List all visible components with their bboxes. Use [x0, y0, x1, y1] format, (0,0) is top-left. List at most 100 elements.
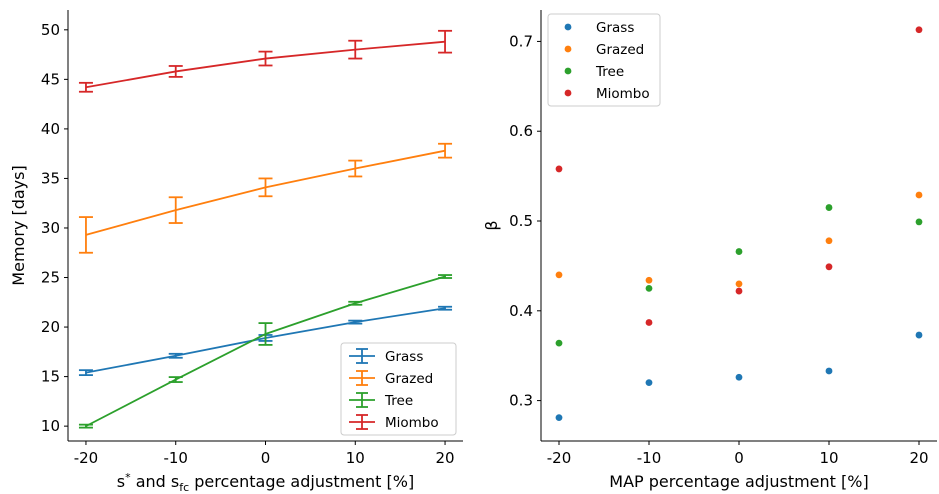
- legend-label: Grass: [385, 349, 423, 365]
- data-point: [735, 280, 743, 288]
- data-point: [645, 284, 653, 292]
- series-tree: [555, 204, 923, 347]
- legend-swatch: [564, 45, 572, 53]
- data-point: [555, 165, 563, 173]
- error-bar: [168, 65, 183, 78]
- x-tick-label: 10: [819, 449, 838, 467]
- series-miombo: [555, 26, 923, 326]
- legend-swatch: [564, 23, 572, 31]
- y-tick-label: 0.6: [509, 122, 533, 140]
- data-point: [915, 26, 923, 34]
- legend-item-miombo: Miombo: [564, 86, 650, 102]
- legend-item-grazed: Grazed: [349, 370, 433, 387]
- x-axis-label: MAP percentage adjustment [%]: [609, 472, 868, 491]
- error-bar: [258, 50, 273, 67]
- error-bar: [438, 305, 453, 311]
- legend-swatch: [564, 89, 572, 97]
- data-point: [915, 218, 923, 226]
- legend-item-grass: Grass: [564, 20, 634, 36]
- series-grass: [555, 331, 923, 422]
- y-tick-label: 25: [41, 269, 60, 287]
- data-point: [555, 339, 563, 347]
- legend-label: Tree: [595, 64, 624, 80]
- error-bar: [438, 29, 453, 54]
- x-tick-label: -10: [637, 449, 662, 467]
- y-tick-label: 0.3: [509, 392, 533, 410]
- error-bar: [168, 376, 183, 383]
- data-point: [645, 319, 653, 326]
- legend-item-miombo: Miombo: [349, 414, 439, 431]
- legend-item-tree: Tree: [349, 392, 413, 409]
- x-tick-label: 0: [734, 449, 744, 467]
- error-bar: [168, 352, 183, 359]
- data-point: [915, 191, 923, 199]
- data-point: [825, 237, 833, 245]
- legend-label: Miombo: [596, 86, 650, 102]
- legend-label: Grazed: [596, 42, 644, 58]
- error-bar: [78, 216, 93, 254]
- series-tree: [78, 274, 453, 429]
- data-point: [825, 263, 833, 271]
- legend: Grass Grazed Tree Miombo: [547, 13, 661, 107]
- beta-chart-panel: 0.3 0.4 0.5 0.6 0.7 -20 -10 0 10 20 β MAP percentag…: [482, 10, 937, 491]
- y-tick-label: 45: [41, 70, 60, 88]
- x-tick-label: -20: [547, 449, 572, 467]
- error-bar: [438, 142, 453, 159]
- legend-label: Miombo: [385, 415, 439, 431]
- x-tick-label: 20: [435, 449, 454, 467]
- memory-chart-panel: 10 15 20 25 30 35 40 45 50 -20 -10 0 10 20 Memory [day…: [9, 10, 463, 494]
- legend-item-grass: Grass: [349, 348, 423, 365]
- data-point: [735, 287, 743, 295]
- series-grazed: [555, 191, 923, 288]
- y-tick-label: 30: [41, 219, 60, 237]
- error-bar: [438, 274, 453, 279]
- data-point: [645, 276, 653, 284]
- x-tick-label: -20: [74, 449, 99, 467]
- error-bar: [78, 369, 93, 377]
- y-axis-label: Memory [days]: [9, 165, 28, 285]
- data-point: [825, 367, 833, 375]
- data-point: [555, 271, 563, 279]
- error-bar: [78, 423, 93, 429]
- x-tick-label: 0: [261, 449, 271, 467]
- data-point: [555, 414, 563, 422]
- data-point: [735, 373, 743, 381]
- error-bar: [348, 300, 363, 306]
- y-tick-label: 0.7: [509, 32, 533, 50]
- error-bar: [258, 177, 273, 198]
- y-tick-label: 10: [41, 417, 60, 435]
- series-miombo: [78, 29, 453, 93]
- legend: Grass Grazed Tree Miombo: [340, 342, 457, 436]
- error-bar: [258, 322, 273, 346]
- y-tick-label: 20: [41, 318, 60, 336]
- x-tick-label: 10: [346, 449, 365, 467]
- x-tick-label: 20: [909, 449, 928, 467]
- x-axis-label: s* and sfc percentage adjustment [%]: [117, 471, 414, 494]
- y-tick-label: 0.4: [509, 302, 533, 320]
- series-grazed: [78, 142, 453, 254]
- legend-label: Tree: [384, 393, 413, 409]
- data-point: [825, 204, 833, 211]
- y-tick-label: 40: [41, 120, 60, 138]
- legend-swatch: [564, 67, 572, 75]
- legend-label: Grazed: [385, 371, 433, 387]
- error-bar: [348, 39, 363, 60]
- x-tick-label: -10: [163, 449, 188, 467]
- y-tick-label: 35: [41, 169, 60, 187]
- y-tick-label: 50: [41, 21, 60, 39]
- legend-item-grazed: Grazed: [564, 42, 644, 58]
- error-bar: [348, 319, 363, 325]
- y-axis-label: β: [482, 220, 501, 230]
- data-point: [735, 248, 743, 255]
- legend-frame: [340, 342, 457, 436]
- error-bar: [348, 159, 363, 178]
- data-point: [915, 331, 923, 339]
- y-tick-label: 15: [41, 368, 60, 386]
- legend-label: Grass: [596, 20, 634, 36]
- y-tick-label: 0.5: [509, 212, 533, 230]
- legend-item-tree: Tree: [564, 64, 624, 80]
- error-bar: [168, 196, 183, 224]
- legend-frame: [547, 13, 661, 107]
- data-point: [645, 379, 653, 387]
